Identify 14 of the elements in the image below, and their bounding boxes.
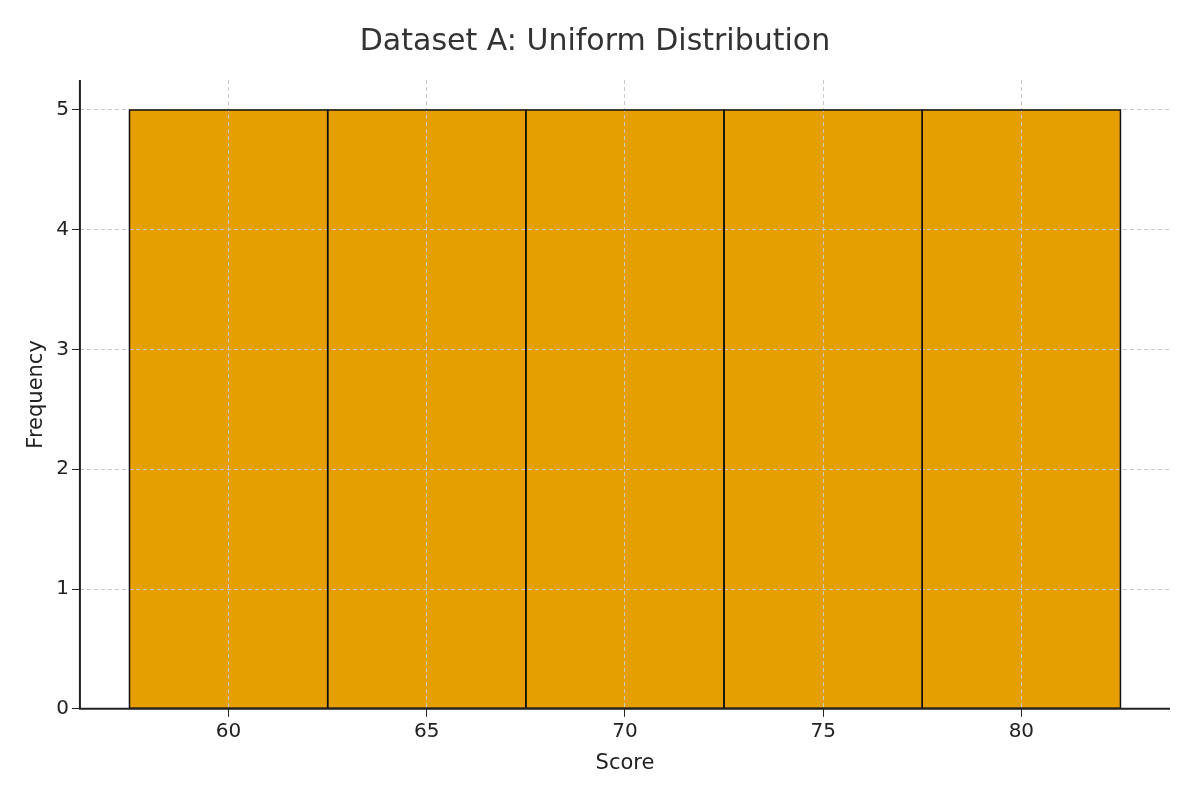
y-tick-label: 1 xyxy=(56,575,69,600)
x-tick-label: 75 xyxy=(810,718,836,742)
y-tick-label: 0 xyxy=(56,695,69,719)
x-axis-title: Score xyxy=(595,749,655,774)
x-tick-label: 65 xyxy=(414,718,440,742)
chart-title: Dataset A: Uniform Distribution xyxy=(359,21,831,57)
x-tick-label: 80 xyxy=(1008,718,1035,742)
y-tick-label: 5 xyxy=(56,96,69,121)
y-axis-title: Frequency xyxy=(23,340,48,449)
x-tick-label: 60 xyxy=(215,718,242,742)
y-tick-label: 2 xyxy=(56,455,69,480)
y-tick-label: 4 xyxy=(56,215,69,240)
x-tick-label: 70 xyxy=(612,718,638,742)
y-tick-label: 3 xyxy=(56,335,69,360)
